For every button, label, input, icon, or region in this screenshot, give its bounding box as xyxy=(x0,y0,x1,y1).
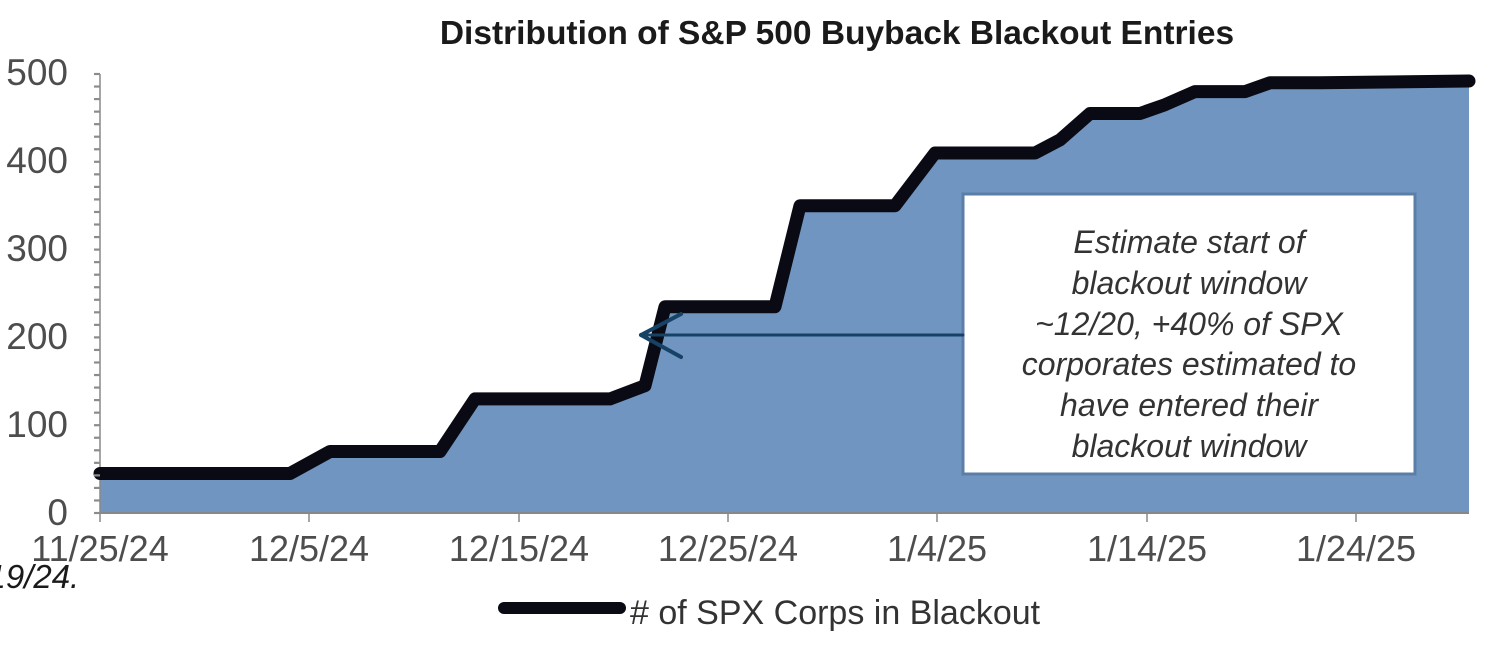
svg-text:# of SPX Corps in Blackout: # of SPX Corps in Blackout xyxy=(630,594,1041,632)
svg-text:1/4/25: 1/4/25 xyxy=(887,528,987,569)
svg-text:400: 400 xyxy=(6,140,68,181)
svg-text:blackout window: blackout window xyxy=(1072,428,1309,464)
svg-text:Distribution of S&P 500 Buybac: Distribution of S&P 500 Buyback Blackout… xyxy=(440,15,1234,52)
svg-text:Data as of 12/19/24.: Data as of 12/19/24. xyxy=(0,558,79,595)
svg-text:~12/20, +40% of SPX: ~12/20, +40% of SPX xyxy=(1035,306,1344,342)
svg-text:12/15/24: 12/15/24 xyxy=(449,528,589,569)
svg-text:corporates estimated to: corporates estimated to xyxy=(1022,346,1356,382)
svg-text:have entered their: have entered their xyxy=(1060,387,1319,423)
svg-text:1/14/25: 1/14/25 xyxy=(1087,528,1207,569)
svg-text:Estimate start of: Estimate start of xyxy=(1073,224,1307,260)
svg-text:1/24/25: 1/24/25 xyxy=(1296,528,1416,569)
svg-text:12/25/24: 12/25/24 xyxy=(658,528,798,569)
svg-text:200: 200 xyxy=(6,316,68,357)
svg-text:300: 300 xyxy=(6,228,68,269)
svg-text:100: 100 xyxy=(6,404,68,445)
svg-text:12/5/24: 12/5/24 xyxy=(249,528,369,569)
svg-text:0: 0 xyxy=(47,492,68,533)
svg-text:500: 500 xyxy=(6,52,68,93)
svg-text:blackout window: blackout window xyxy=(1072,265,1309,301)
